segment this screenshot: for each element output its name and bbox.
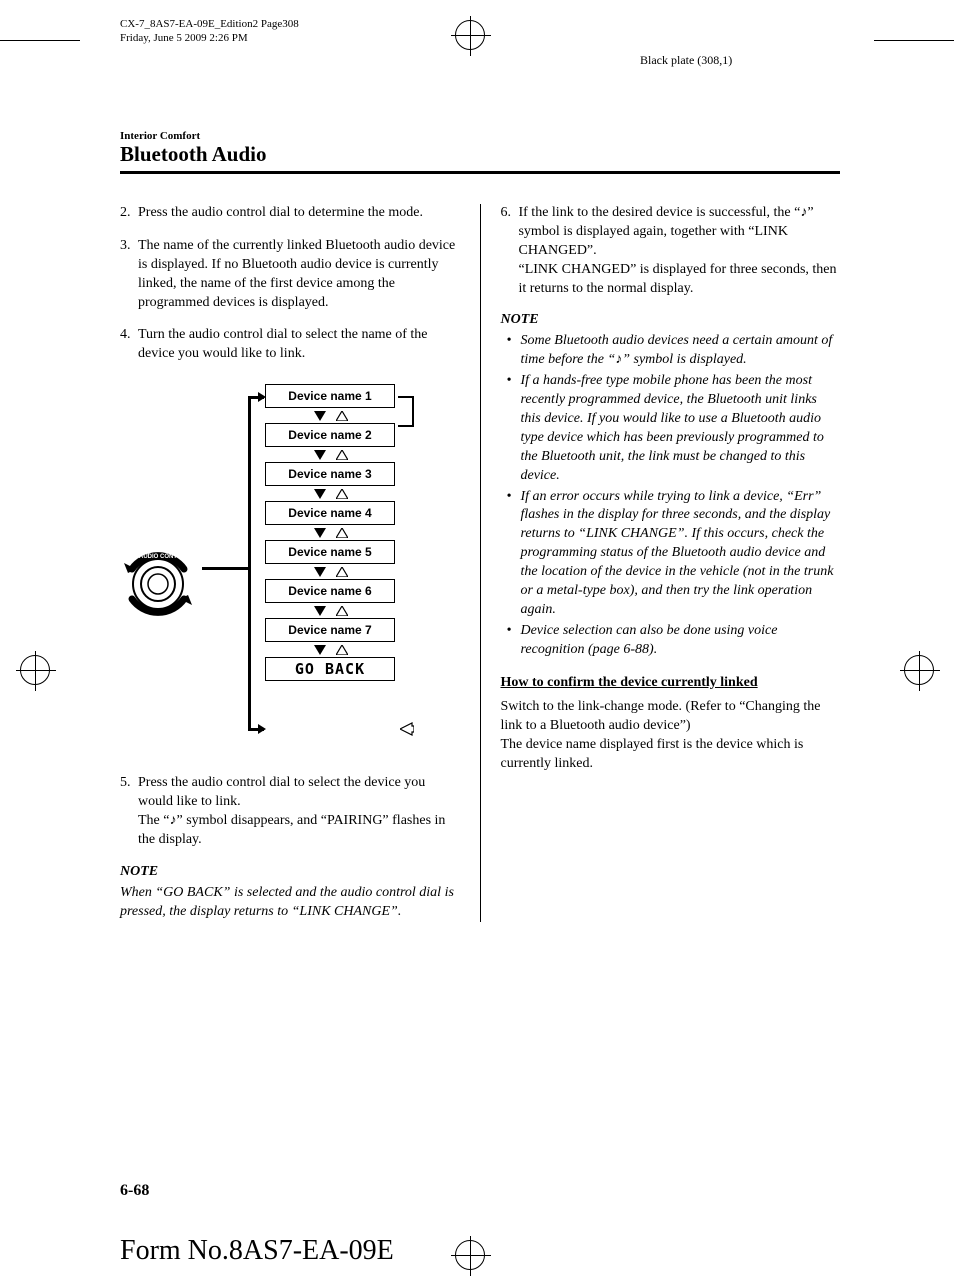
right-column: 6.If the link to the desired device is s… bbox=[500, 204, 840, 922]
arrow-down-icon bbox=[314, 411, 326, 421]
device-selection-diagram: AUDIO CONT Device name 1 Device name 2 D… bbox=[120, 384, 460, 744]
device-name-box: Device name 3 bbox=[265, 462, 395, 486]
crop-mark bbox=[0, 40, 80, 41]
arrow-down-icon bbox=[314, 489, 326, 499]
note-item: If an error occurs while trying to link … bbox=[500, 488, 840, 620]
arrow-up-icon bbox=[336, 567, 346, 577]
arrow-up-icon bbox=[336, 411, 346, 421]
crop-target bbox=[904, 655, 934, 685]
subheading: How to confirm the device currently link… bbox=[500, 674, 840, 693]
device-name-box: Device name 2 bbox=[265, 423, 395, 447]
step-num: 6. bbox=[500, 204, 518, 298]
arrow-down-icon bbox=[314, 606, 326, 616]
note-list: Some Bluetooth audio devices need a cert… bbox=[500, 332, 840, 659]
step-num: 5. bbox=[120, 774, 138, 850]
note-item: If a hands-free type mobile phone has be… bbox=[500, 372, 840, 485]
column-divider bbox=[480, 204, 481, 922]
note-heading: NOTE bbox=[120, 864, 460, 880]
header-line2: Friday, June 5 2009 2:26 PM bbox=[120, 32, 248, 44]
arrow-left-icon bbox=[400, 722, 414, 741]
arrow-up-icon bbox=[336, 606, 346, 616]
page-number: 6-68 bbox=[120, 1182, 149, 1200]
go-back-box: GO BACK bbox=[265, 657, 395, 681]
arrow-down-icon bbox=[314, 645, 326, 655]
crop-target bbox=[20, 655, 50, 685]
device-name-box: Device name 6 bbox=[265, 579, 395, 603]
arrow-down-icon bbox=[314, 450, 326, 460]
page-content: Interior Comfort Bluetooth Audio 2.Press… bbox=[120, 130, 840, 922]
black-plate: Black plate (308,1) bbox=[640, 53, 732, 68]
device-name-box: Device name 5 bbox=[265, 540, 395, 564]
arrow-up-icon bbox=[336, 450, 346, 460]
section-label: Interior Comfort bbox=[120, 130, 840, 142]
device-name-box: Device name 7 bbox=[265, 618, 395, 642]
crop-mark bbox=[874, 40, 954, 41]
step-text: The name of the currently linked Bluetoo… bbox=[138, 237, 460, 313]
step-text: Turn the audio control dial to select th… bbox=[138, 326, 460, 364]
audio-control-dial-icon: AUDIO CONT bbox=[120, 549, 205, 624]
step-num: 4. bbox=[120, 326, 138, 364]
crop-target bbox=[455, 20, 485, 50]
arrow-up-icon bbox=[336, 528, 346, 538]
arrow-up-icon bbox=[336, 645, 346, 655]
note-heading: NOTE bbox=[500, 312, 840, 328]
arrow-up-icon bbox=[336, 489, 346, 499]
device-name-box: Device name 4 bbox=[265, 501, 395, 525]
arrow-down-icon bbox=[314, 528, 326, 538]
step-text: Press the audio control dial to select t… bbox=[138, 774, 460, 850]
crop-target bbox=[455, 1240, 485, 1270]
header-line1: CX-7_8AS7-EA-09E_Edition2 Page308 bbox=[120, 18, 299, 30]
note-body: When “GO BACK” is selected and the audio… bbox=[120, 884, 460, 922]
paragraph: Switch to the link-change mode. (Refer t… bbox=[500, 698, 840, 774]
section-title: Bluetooth Audio bbox=[120, 142, 840, 167]
step-num: 3. bbox=[120, 237, 138, 313]
step-text: If the link to the desired device is suc… bbox=[518, 204, 840, 298]
step-text: Press the audio control dial to determin… bbox=[138, 204, 460, 223]
svg-text:AUDIO CONT: AUDIO CONT bbox=[139, 554, 177, 560]
step-num: 2. bbox=[120, 204, 138, 223]
left-column: 2.Press the audio control dial to determ… bbox=[120, 204, 460, 922]
title-rule bbox=[120, 171, 840, 174]
form-number: Form No.8AS7-EA-09E bbox=[120, 1235, 394, 1267]
note-item: Some Bluetooth audio devices need a cert… bbox=[500, 332, 840, 370]
note-item: Device selection can also be done using … bbox=[500, 622, 840, 660]
device-name-box: Device name 1 bbox=[265, 384, 395, 408]
arrow-down-icon bbox=[314, 567, 326, 577]
